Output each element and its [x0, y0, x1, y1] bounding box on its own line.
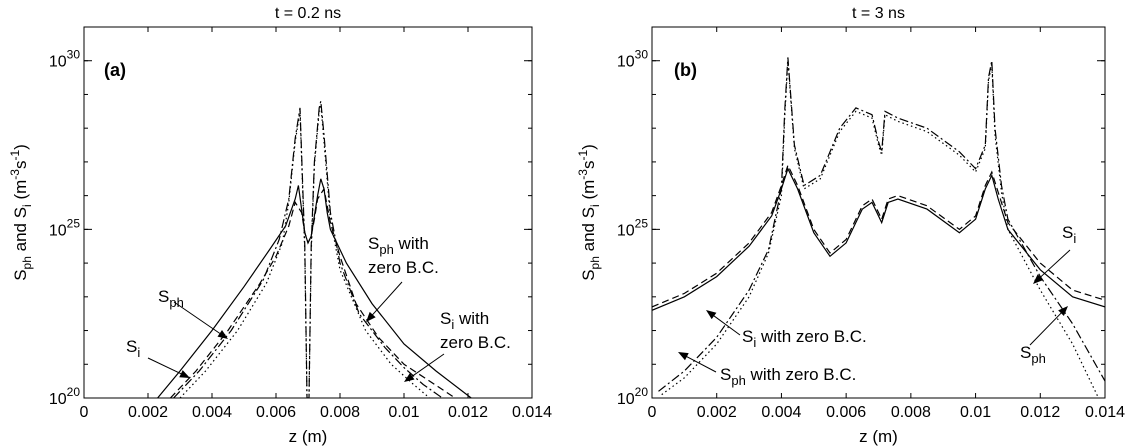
series-line-dotted — [661, 60, 1100, 398]
x-tick-label: 0.002 — [128, 404, 168, 421]
annotation-arrow — [408, 353, 445, 379]
x-tick-label: 0.006 — [826, 404, 866, 421]
x-tick-label: 0.012 — [448, 404, 488, 421]
y-axis-label: Sph and Si (m-3s-1) — [8, 144, 34, 281]
annotation-arrowhead — [1033, 274, 1044, 284]
x-axis-label: z (m) — [289, 427, 328, 446]
series-line-dashed — [652, 163, 1105, 308]
annotation-arrow — [1037, 249, 1071, 281]
series-line-solid — [157, 178, 472, 398]
x-tick-label: 0.008 — [320, 404, 360, 421]
y-tick-label: 1020 — [617, 385, 648, 408]
x-tick-label: 0.014 — [512, 404, 552, 421]
x-tick-label: 0.01 — [388, 404, 419, 421]
x-axis-label: z (m) — [859, 427, 898, 446]
annotation-arrowhead — [1058, 306, 1068, 316]
annotation-label: Sph — [1020, 343, 1046, 366]
annotation-label-line2: zero B.C. — [440, 333, 511, 352]
annotation-arrowhead — [217, 330, 228, 339]
annotation-arrow — [683, 354, 717, 373]
x-tick-label: 0 — [648, 404, 657, 421]
panel-letter: (b) — [674, 60, 697, 80]
series-line-solid — [652, 167, 1105, 311]
annotation-arrowhead — [179, 370, 190, 378]
y-tick-label: 1025 — [49, 216, 80, 239]
annotation-label: Sph with — [368, 234, 429, 257]
chart-panel-b: 0 0.002 0.004 0.006 0.008 0.01 0.012 0.014 1020 1… — [576, 5, 1125, 446]
annotation-arrowhead — [366, 311, 376, 322]
annotation-label: Sph with zero B.C. — [720, 365, 856, 388]
annotation-label: Si with — [440, 309, 489, 332]
series-line-dotted — [179, 104, 430, 398]
x-tick-label: 0.006 — [256, 404, 296, 421]
annotation-label-line2: zero B.C. — [368, 258, 439, 277]
annotation-label: Si — [1062, 223, 1076, 246]
annotation-arrowhead — [404, 372, 415, 382]
annotation-arrow — [147, 357, 185, 376]
y-tick-label: 1030 — [617, 48, 648, 71]
annotation-arrow — [173, 301, 224, 337]
x-tick-label: 0.012 — [1020, 404, 1060, 421]
x-tick-label: 0.014 — [1085, 404, 1125, 421]
series-line-dashdot — [658, 57, 1105, 392]
chart-panel-a: 0 0.002 0.004 0.006 0.008 0.01 0.012 0.014 1020 1… — [8, 5, 552, 446]
y-tick-label: 1030 — [49, 48, 80, 71]
annotation-arrow — [1029, 309, 1065, 346]
annotation-arrow — [369, 281, 403, 318]
annotation-arrowhead — [678, 352, 689, 361]
annotation-label: Si with zero B.C. — [742, 327, 867, 350]
y-tick-label: 1020 — [49, 385, 80, 408]
annotation-label: Si — [126, 337, 140, 360]
x-tick-label: 0.002 — [697, 404, 737, 421]
y-axis-label: Sph and Si (m-3s-1) — [576, 144, 602, 281]
x-tick-label: 0.008 — [891, 404, 931, 421]
plot-frame — [83, 26, 533, 399]
x-tick-label: 0.004 — [761, 404, 801, 421]
chart-title: t = 0.2 ns — [275, 5, 341, 22]
y-tick-label: 1025 — [617, 216, 648, 239]
x-tick-label: 0 — [80, 404, 89, 421]
chart-title: t = 3 ns — [852, 5, 905, 22]
annotation-arrow — [710, 313, 741, 336]
annotation-arrowhead — [706, 310, 717, 320]
x-tick-label: 0.01 — [960, 404, 991, 421]
x-tick-label: 0.004 — [192, 404, 232, 421]
panel-letter: (a) — [104, 60, 126, 80]
